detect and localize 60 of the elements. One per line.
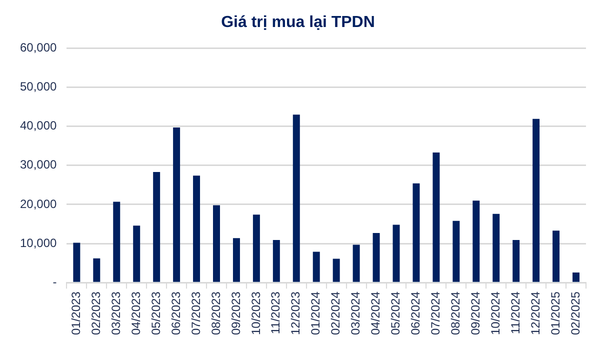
x-tick-label: 01/2023	[69, 291, 83, 336]
y-tick-label: 50,000	[20, 80, 58, 94]
bar	[73, 242, 80, 282]
bar	[113, 202, 120, 282]
bar	[213, 205, 220, 282]
x-tick-label: 10/2024	[488, 291, 502, 336]
bar	[552, 230, 560, 282]
y-tick-label: 60,000	[20, 40, 58, 55]
x-tick-label: 11/2023	[268, 291, 283, 334]
bar	[193, 176, 200, 282]
y-tick-label: -	[52, 274, 57, 289]
bar	[133, 226, 140, 282]
chart-title: Giá trị mua lại TPDN	[221, 14, 375, 32]
bar	[153, 172, 160, 282]
bar	[372, 233, 380, 282]
x-tick-label: 08/2024	[448, 291, 462, 336]
bar	[352, 244, 360, 282]
x-tick-label: 08/2023	[208, 291, 223, 336]
bar	[272, 240, 280, 282]
bar	[512, 240, 520, 282]
bar	[173, 128, 180, 282]
x-tick-label: 07/2023	[188, 291, 203, 336]
x-tick-label: 02/2024	[328, 291, 343, 336]
x-tick-label: 02/2025	[568, 291, 582, 336]
bar	[412, 183, 420, 282]
y-tick-label: 20,000	[20, 196, 58, 211]
x-tick-label: 07/2024	[428, 291, 443, 336]
y-tick-label: 30,000	[20, 158, 58, 172]
x-tick-label: 10/2023	[248, 291, 263, 336]
x-tick-label: 04/2023	[128, 291, 143, 336]
x-tick-label: 05/2024	[388, 291, 403, 336]
bar	[532, 118, 540, 282]
x-tick-label: 12/2023	[288, 291, 303, 336]
bar	[392, 224, 400, 282]
bar	[292, 114, 300, 282]
bar	[312, 252, 320, 282]
bar	[472, 200, 480, 282]
x-tick-label: 04/2024	[368, 291, 383, 336]
bar	[432, 152, 440, 282]
bar	[492, 214, 500, 282]
bar	[232, 238, 240, 282]
x-tick-label: 05/2023	[148, 291, 163, 336]
x-tick-label: 09/2023	[228, 291, 243, 336]
bar	[252, 214, 260, 282]
y-tick-label: 40,000	[20, 118, 58, 133]
x-tick-label: 01/2025	[548, 291, 562, 336]
bar	[572, 272, 580, 282]
y-tick-label: 10,000	[20, 236, 58, 250]
x-tick-label: 02/2023	[88, 291, 103, 336]
x-tick-label: 03/2024	[348, 291, 363, 336]
bar	[452, 220, 460, 282]
x-tick-label: 06/2023	[168, 291, 183, 336]
x-tick-label: 11/2024	[508, 291, 522, 334]
x-tick-label: 06/2024	[408, 291, 423, 336]
bar	[93, 258, 100, 282]
x-tick-label: 09/2024	[468, 291, 482, 336]
x-tick-label: 12/2024	[528, 291, 542, 336]
x-tick-label: 01/2024	[308, 291, 323, 336]
bar	[332, 258, 340, 282]
x-tick-label: 03/2023	[108, 291, 123, 336]
